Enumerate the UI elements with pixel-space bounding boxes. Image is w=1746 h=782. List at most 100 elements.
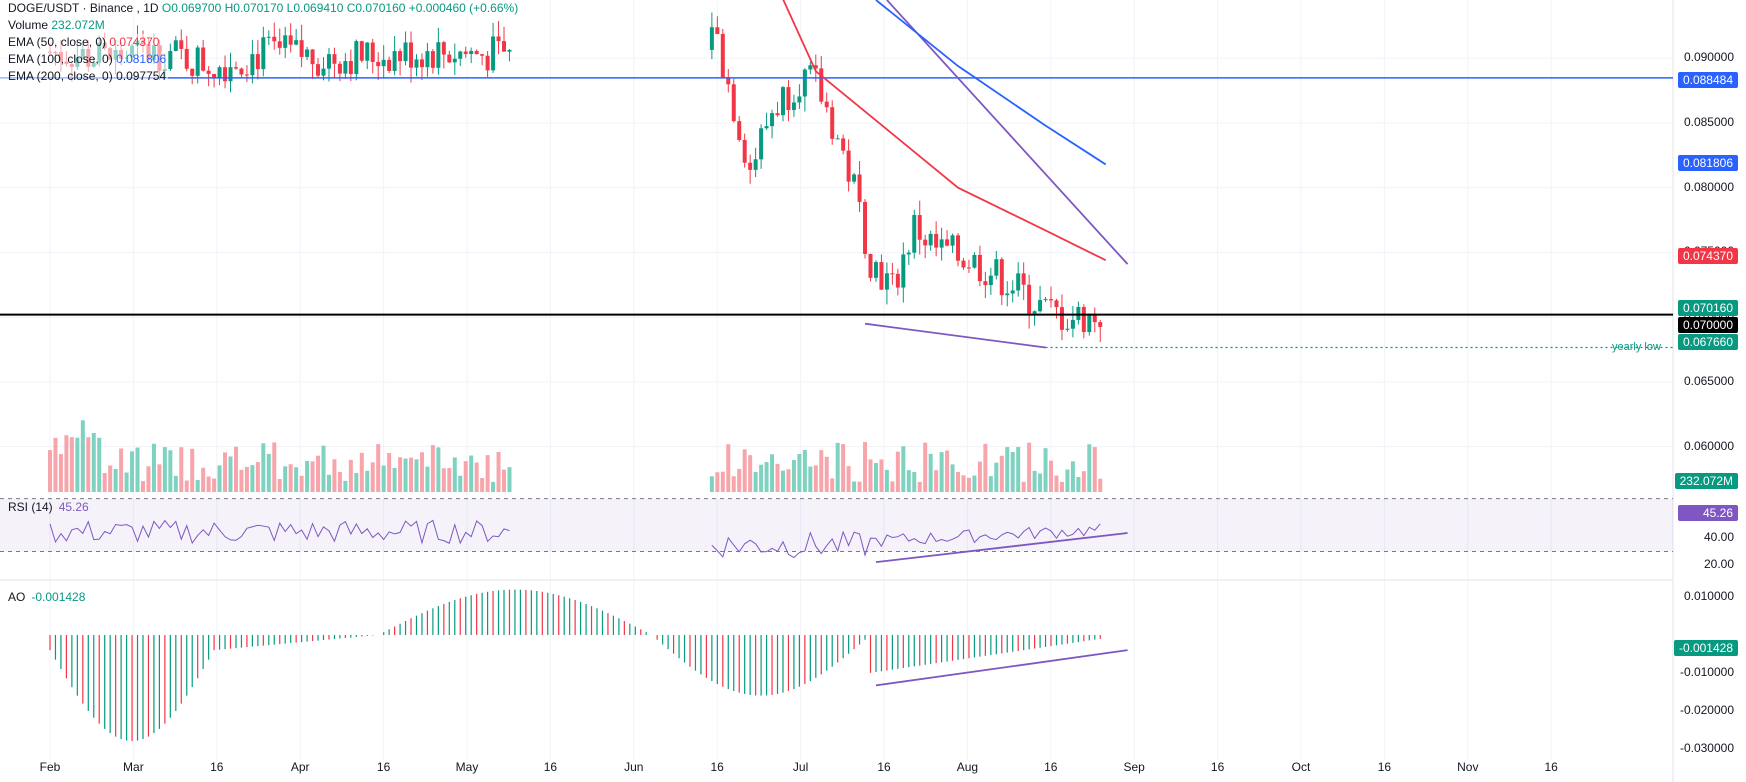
volume-bar: [91, 433, 96, 492]
candle-body: [507, 49, 512, 52]
candle-body: [770, 113, 775, 127]
volume-bar: [994, 462, 999, 492]
volume-bar: [802, 450, 807, 492]
candle-body: [441, 42, 446, 55]
volume-bar: [786, 469, 791, 492]
ao-trendline: [875, 649, 1128, 687]
volume-bar: [813, 465, 818, 492]
candle-body: [1098, 322, 1103, 327]
candle-body: [1016, 273, 1021, 291]
volume-bar: [715, 472, 720, 492]
volume-bar: [977, 461, 982, 492]
time-tick-label: 16: [376, 760, 391, 774]
candle-body: [1010, 290, 1015, 294]
ema-line: [875, 0, 1107, 166]
volume-bar: [113, 469, 118, 492]
volume-bar: [419, 452, 424, 492]
candle-body: [748, 162, 753, 170]
candle-body: [398, 51, 403, 62]
candle-body: [223, 67, 228, 82]
volume-bar: [316, 455, 321, 492]
candle-body: [212, 73, 217, 78]
legend-symbol[interactable]: DOGE/USDT: [8, 1, 80, 15]
candle-body: [852, 174, 857, 182]
volume-bar: [852, 481, 857, 492]
candle-body: [780, 87, 785, 116]
volume-bar: [1087, 444, 1092, 492]
volume-bar: [326, 474, 331, 492]
ema-line: [782, 0, 1107, 262]
volume-bar: [1049, 460, 1054, 492]
volume-bar: [912, 472, 917, 492]
legend-ema200-row[interactable]: EMA (200, close, 0) 0.097754: [0, 68, 169, 85]
ao-tick-label: -0.010000: [1679, 664, 1734, 679]
price-tick-label: 0.085000: [1683, 115, 1734, 129]
volume-bar: [709, 476, 714, 492]
candle-body: [726, 77, 731, 85]
volume-bar: [1059, 481, 1064, 492]
candle-body: [206, 70, 211, 74]
volume-bar: [184, 480, 189, 492]
volume-bar: [58, 454, 63, 492]
volume-bar: [830, 478, 835, 492]
volume-bar: [80, 420, 85, 492]
candle-body: [764, 126, 769, 129]
volume-bar: [212, 478, 217, 492]
volume-bar: [217, 465, 222, 492]
candle-body: [217, 67, 222, 78]
candle-body: [1076, 306, 1081, 320]
volume-bar: [884, 469, 889, 492]
volume-bar: [1098, 478, 1103, 492]
volume-bar: [507, 467, 512, 492]
rsi-pane-label[interactable]: RSI (14) 45.26: [8, 500, 89, 514]
candle-body: [1070, 319, 1075, 329]
candle-body: [917, 215, 922, 240]
ema50-price-badge: 0.074370: [1677, 248, 1738, 264]
volume-bar: [879, 459, 884, 492]
ao-tick-label: 0.010000: [1683, 589, 1734, 604]
volume-bar: [173, 475, 178, 492]
volume-bar: [359, 452, 364, 492]
volume-bar: [906, 470, 911, 492]
volume-bar: [387, 453, 392, 492]
ao-pane-label[interactable]: AO -0.001428: [8, 590, 85, 604]
time-tick-label: 16: [210, 760, 224, 774]
candle-body: [923, 239, 928, 246]
volume-bar: [179, 447, 184, 492]
volume-bar: [791, 460, 796, 492]
candle-body: [950, 235, 955, 246]
candle-body: [305, 49, 310, 57]
volume-bar: [458, 475, 463, 492]
volume-bar: [748, 455, 753, 492]
time-tick-label: Nov: [1457, 760, 1479, 774]
candle-body: [895, 273, 900, 288]
volume-bar: [901, 446, 906, 492]
candle-body: [961, 260, 966, 268]
rsi-label-value: 45.26: [58, 500, 89, 514]
candle-body: [1021, 273, 1026, 285]
volume-bar: [720, 471, 725, 492]
legend-volume-row[interactable]: Volume 232.072M: [0, 17, 107, 34]
volume-bar: [474, 462, 479, 492]
candle-body: [195, 47, 200, 76]
candle-body: [791, 102, 796, 111]
legend-ema50-row[interactable]: EMA (50, close, 0) 0.074370: [0, 34, 162, 51]
rsi-trendline: [875, 532, 1128, 564]
volume-bar: [945, 450, 950, 492]
candle-body: [879, 262, 884, 290]
candle-body: [1049, 299, 1054, 301]
legend-ema100-row[interactable]: EMA (100, close, 0) 0.081806: [0, 51, 169, 68]
volume-bar: [731, 476, 736, 492]
candle-body: [737, 121, 742, 140]
volume-bar: [1092, 447, 1097, 492]
volume-bar: [86, 437, 91, 492]
volume-bar: [923, 442, 928, 492]
volume-bar: [988, 476, 993, 492]
candle-body: [430, 51, 435, 68]
volume-bar: [1043, 448, 1048, 492]
volume-bar: [108, 465, 113, 492]
volume-bar: [206, 476, 211, 492]
volume-bar: [1016, 447, 1021, 492]
volume-bar: [759, 464, 764, 492]
